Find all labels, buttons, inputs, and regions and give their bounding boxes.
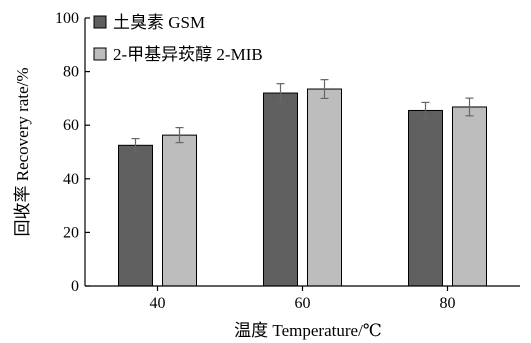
error-bar-gsm-40: [131, 138, 140, 153]
y-axis-label: 回收率 Recovery rate/%: [13, 68, 32, 237]
error-bar-gsm-80: [421, 101, 430, 120]
y-tick-label: 80: [63, 64, 79, 81]
bar-mib-60: [307, 88, 342, 287]
bar-gsm-60: [263, 92, 298, 287]
y-tick-label: 60: [63, 117, 79, 134]
x-tick-label: 40: [150, 295, 166, 312]
x-axis-label: 温度 Temperature/℃: [234, 321, 382, 340]
legend-swatch: [93, 47, 107, 61]
y-tick-label: 40: [63, 171, 79, 188]
error-bar-mib-80: [465, 97, 474, 117]
bar-gsm-80: [408, 109, 443, 287]
y-tick-label: 20: [63, 224, 79, 241]
bars: [118, 88, 487, 287]
error-bar-gsm-60: [276, 83, 285, 104]
legend-item-mib: 2-甲基异莰醇 2-MIB: [93, 45, 263, 64]
bar-mib-80: [452, 106, 487, 287]
y-tick-label: 100: [55, 10, 79, 27]
y-ticks: 0 20 40 60 80 100: [55, 10, 90, 295]
x-tick-label: 80: [440, 295, 456, 312]
x-tick-label: 60: [295, 295, 311, 312]
x-ticks: 40 60 80: [150, 286, 456, 312]
bar-mib-40: [162, 134, 197, 287]
error-bars: [131, 79, 474, 153]
legend-label: 土臭素 GSM: [113, 13, 205, 32]
legend: 土臭素 GSM 2-甲基异莰醇 2-MIB: [93, 13, 263, 64]
legend-label: 2-甲基异莰醇 2-MIB: [113, 45, 263, 64]
error-bar-mib-40: [175, 127, 184, 144]
legend-swatch: [93, 15, 107, 29]
legend-item-gsm: 土臭素 GSM: [93, 13, 205, 32]
bar-gsm-40: [118, 144, 153, 287]
error-bar-mib-60: [320, 79, 329, 100]
y-tick-label: 0: [71, 278, 79, 295]
